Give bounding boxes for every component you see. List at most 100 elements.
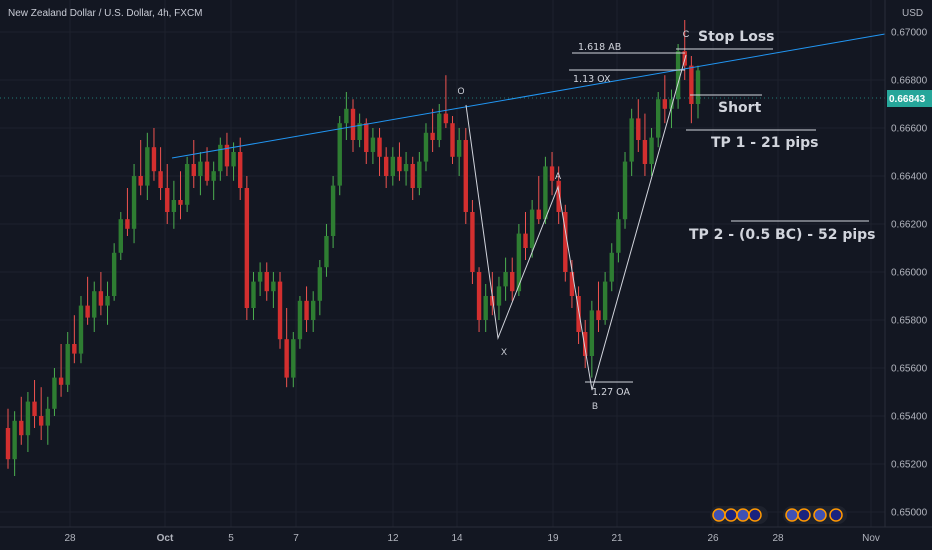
candle — [165, 164, 170, 224]
candle-body — [689, 65, 694, 104]
candle — [649, 128, 654, 176]
candle-body — [642, 140, 648, 164]
candle-body — [649, 137, 654, 164]
candle — [158, 147, 163, 200]
events-cluster-right[interactable] — [783, 506, 847, 524]
candle — [602, 272, 608, 325]
candle — [456, 128, 462, 176]
us-flag-event-icon[interactable] — [736, 508, 750, 522]
candle — [529, 200, 535, 258]
candle-body — [563, 212, 568, 272]
candle — [390, 147, 396, 186]
candle-body — [609, 252, 614, 282]
candle-body — [337, 123, 342, 186]
candle — [171, 180, 177, 229]
candle — [563, 204, 568, 282]
candle-body — [38, 416, 44, 426]
candle-body — [251, 281, 256, 308]
candle-body — [655, 99, 661, 138]
candle — [616, 212, 621, 263]
candle-body — [589, 310, 595, 356]
candle-body — [171, 200, 177, 212]
candle-body — [271, 281, 276, 292]
candle — [675, 44, 681, 109]
candle-body — [204, 161, 210, 181]
candle-body — [324, 236, 329, 268]
au-flag-event-icon[interactable] — [829, 508, 843, 522]
x-tick-label: 28 — [772, 533, 784, 544]
candle — [310, 291, 316, 332]
au-flag-event-icon[interactable] — [748, 508, 762, 522]
candle — [111, 243, 117, 301]
candle-body — [191, 164, 196, 176]
candle-body — [25, 401, 31, 436]
nz-flag-event-icon[interactable] — [724, 508, 738, 522]
candle-body — [536, 209, 541, 220]
candle — [291, 332, 296, 388]
candle — [52, 368, 57, 416]
x-tick-label: 19 — [547, 533, 559, 544]
candle — [151, 128, 157, 181]
candle — [370, 128, 376, 164]
candle — [317, 260, 323, 316]
candle — [443, 75, 449, 128]
candle-body — [583, 332, 588, 356]
candle — [92, 281, 97, 332]
candle — [549, 152, 555, 196]
candle-body — [695, 70, 701, 104]
candle — [609, 243, 614, 292]
candle-body — [277, 281, 283, 340]
candle — [257, 262, 263, 296]
candle — [337, 116, 342, 196]
candle-body — [443, 113, 449, 124]
events-cluster-left[interactable] — [710, 506, 768, 524]
x-tick-label: 21 — [611, 533, 623, 544]
candle — [450, 116, 455, 164]
us-flag-event-icon[interactable] — [712, 508, 726, 522]
ab-ratio-label: 1.618 AB — [578, 42, 621, 53]
candle-body — [450, 123, 455, 157]
candle — [138, 140, 143, 196]
candle — [629, 108, 634, 176]
oa-ratio-label: 1.27 OA — [592, 387, 630, 398]
candle-body — [383, 156, 389, 176]
candle — [25, 392, 31, 452]
candle — [483, 284, 488, 332]
us-flag-event-icon[interactable] — [785, 508, 799, 522]
y-tick-label: 0.66200 — [891, 220, 928, 231]
candle — [622, 152, 628, 229]
tp2-label: TP 2 - (0.5 BC) - 52 pips — [689, 227, 876, 243]
candle-body — [516, 233, 522, 292]
x-tick-label: 12 — [387, 533, 399, 544]
currency-label[interactable]: USD — [902, 8, 923, 19]
candle — [556, 166, 561, 224]
candle — [430, 108, 435, 152]
point-o-label: O — [457, 86, 464, 96]
candle — [231, 142, 236, 181]
nz-flag-event-icon[interactable] — [797, 508, 811, 522]
candle-body — [569, 272, 575, 296]
candle-body — [616, 219, 621, 253]
candle-body — [198, 161, 203, 176]
candle — [642, 113, 648, 176]
us-flag-event-icon[interactable] — [813, 508, 827, 522]
candle-body — [257, 272, 263, 282]
y-tick-label: 0.66800 — [891, 76, 928, 87]
candlestick-series — [5, 20, 701, 476]
trendline — [171, 33, 886, 159]
y-tick-label: 0.66000 — [891, 268, 928, 279]
candle — [357, 113, 362, 148]
candle — [350, 99, 356, 152]
candle — [198, 152, 203, 196]
candle-body — [503, 272, 508, 287]
candle-body — [131, 176, 137, 229]
candle — [125, 188, 130, 236]
candle-body — [437, 113, 442, 140]
y-tick-label: 0.66600 — [891, 124, 928, 135]
candle-body — [145, 147, 150, 186]
candle-body — [211, 171, 216, 181]
candle-body — [12, 420, 17, 460]
